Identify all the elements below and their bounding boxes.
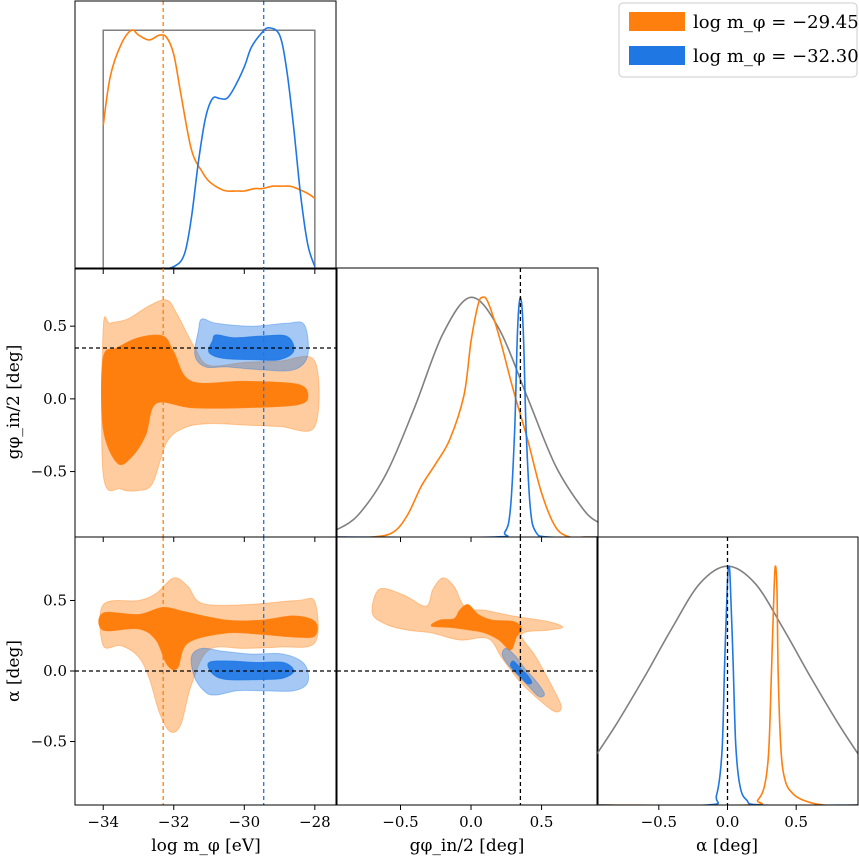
logm-prior-line [102, 29, 316, 269]
x-tick-label-logm: −28 [299, 813, 331, 831]
panel-content-c20 [75, 537, 336, 805]
panel-content-c22 [597, 537, 858, 805]
x-tick-label-alpha: 0.5 [784, 813, 808, 831]
x-tick-label-alpha: 0.0 [716, 813, 740, 831]
x-tick-label-logm: −30 [228, 813, 260, 831]
alpha-gphi-orange-inner-contour [430, 604, 523, 651]
gphi-blue-line [337, 296, 598, 537]
logm-blue-line [103, 26, 316, 269]
panels-layer: −0.5 0.0 0.5 −34 −32 −30 −28 −0.5 0.0 0.5 −0.5 0.0 0… [4, 0, 859, 856]
gphi-prior-line [337, 296, 598, 531]
alpha-gphi-orange-outer-contour [371, 577, 564, 713]
x-tick-label-gphi: −0.5 [382, 813, 418, 831]
logm-orange-line [102, 29, 316, 199]
y-tick-label-alpha: −0.5 [31, 733, 67, 751]
legend-label-orange: log m_φ = −29.45 [693, 12, 859, 33]
legend-label-blue: log m_φ = −32.30 [693, 46, 859, 67]
panel-content-c21 [337, 537, 598, 805]
y-tick-label-alpha: 0.5 [43, 591, 67, 609]
y-axis-label-alpha: α [deg] [4, 640, 24, 702]
legend: log m_φ = −29.45 log m_φ = −32.30 [618, 2, 859, 78]
x-tick-label-gphi: 0.0 [459, 813, 483, 831]
x-tick-label-alpha: −0.5 [641, 813, 677, 831]
y-axis-label-gphi: gφ_in/2 [deg] [4, 345, 24, 460]
x-tick-label-logm: −32 [158, 813, 190, 831]
panel-content-c00 [102, 1, 316, 269]
x-axis-label-gphi: gφ_in/2 [deg] [410, 836, 525, 856]
x-tick-label-gphi: 0.5 [530, 813, 554, 831]
gphi-logm-orange-inner-contour [100, 334, 309, 466]
panel-logm-marginal [74, 0, 337, 270]
panel-alpha-vs-gphi [336, 536, 599, 806]
gphi-orange-line [337, 296, 598, 537]
y-tick-label-gphi: 0.0 [43, 390, 67, 408]
panel-content-c10 [75, 268, 336, 537]
panel-gphi-marginal [336, 267, 599, 538]
legend-swatch-orange [629, 12, 685, 31]
alpha-orange-line [597, 565, 858, 805]
y-tick-label-gphi: −0.5 [31, 463, 67, 481]
x-axis-label-alpha: α [deg] [696, 836, 758, 856]
x-axis-label-logm: log m_φ [eV] [151, 836, 261, 856]
x-tick-label-logm: −34 [87, 813, 119, 831]
alpha-gphi-blue-inner-contour [509, 660, 533, 685]
y-tick-label-alpha: 0.0 [43, 662, 67, 680]
alpha-blue-line [597, 565, 858, 805]
panel-content-c11 [337, 268, 598, 537]
legend-swatch-blue [629, 46, 685, 65]
y-tick-label-gphi: 0.5 [43, 317, 67, 335]
